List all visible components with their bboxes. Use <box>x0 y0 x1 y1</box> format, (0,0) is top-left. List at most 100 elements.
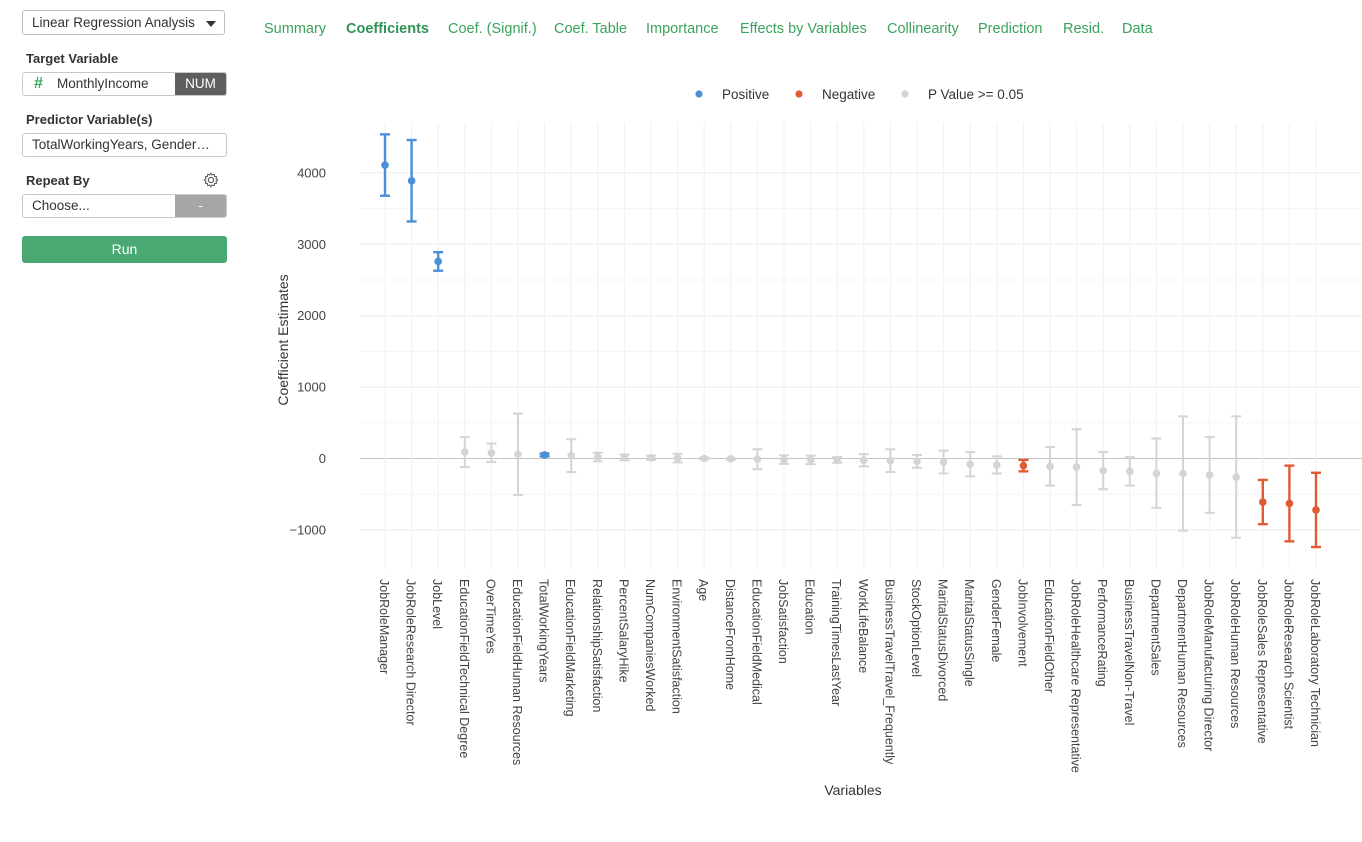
coefficient-mark <box>1231 415 1242 539</box>
coefficient-mark <box>858 453 869 468</box>
run-button[interactable]: Run <box>22 236 227 263</box>
predictor-variables-value: TotalWorkingYears, Gender… <box>32 137 210 152</box>
tab-importance[interactable]: Importance <box>646 21 719 37</box>
tab-coefficients[interactable]: Coefficients <box>346 21 429 37</box>
x-tick-label: GenderFemale <box>989 579 1003 662</box>
repeat-by-placeholder: Choose... <box>32 198 90 213</box>
estimate-point <box>1099 466 1107 475</box>
x-tick-label: BusinessTravelNon-Travel <box>1122 579 1136 725</box>
coefficient-mark <box>912 453 922 469</box>
chart-marks <box>380 133 1321 549</box>
estimate-point <box>966 460 974 469</box>
analysis-type-select[interactable]: Linear Regression Analysis <box>22 10 225 35</box>
coefficient-mark <box>832 456 843 464</box>
predictor-variables-field[interactable]: TotalWorkingYears, Gender… <box>22 133 227 157</box>
estimate-point <box>381 161 389 169</box>
type-badge: NUM <box>175 73 226 95</box>
repeat-by-label: Repeat By <box>26 173 90 188</box>
coefficient-mark <box>459 436 470 469</box>
estimate-point <box>1232 473 1240 481</box>
coefficient-mark <box>725 455 736 463</box>
x-tick-label: DepartmentHuman Resources <box>1175 579 1189 748</box>
x-tick-label: JobRoleLaboratory Technician <box>1308 579 1322 747</box>
x-tick-label: JobRoleManufacturing Director <box>1202 579 1216 751</box>
coefficient-mark <box>805 454 816 466</box>
repeat-by-field[interactable]: Choose... - <box>22 194 227 218</box>
target-variable-label: Target Variable <box>26 51 119 66</box>
coefficient-mark <box>699 454 710 463</box>
coefficient-mark <box>1257 478 1268 526</box>
coefficient-mark <box>1098 451 1109 491</box>
target-variable-value: MonthlyIncome <box>57 76 149 91</box>
tab-coef-signif[interactable]: Coef. (Signif.) <box>448 21 537 37</box>
x-tick-label: EducationFieldOther <box>1042 579 1056 693</box>
coefficient-mark <box>672 452 683 464</box>
x-tick-label: JobRoleManager <box>377 579 391 674</box>
estimate-point <box>700 454 708 463</box>
estimate-point <box>1312 506 1320 514</box>
x-tick-label: EducationFieldHuman Resources <box>510 579 524 765</box>
tab-effects-by-variables[interactable]: Effects by Variables <box>740 21 867 37</box>
analysis-type-value: Linear Regression Analysis <box>32 15 195 30</box>
estimate-point <box>461 448 469 456</box>
x-tick-label: StockOptionLevel <box>909 579 923 677</box>
chevron-down-icon <box>206 21 216 27</box>
coefficient-mark <box>1284 464 1295 543</box>
x-tick-label: PercentSalaryHike <box>616 579 630 683</box>
x-tick-label: MaritalStatusSingle <box>962 579 976 687</box>
estimate-point <box>594 453 602 461</box>
coefficient-mark <box>1071 428 1082 506</box>
coefficient-mark <box>965 451 976 478</box>
legend-item: P Value >= 0.05 <box>901 87 1024 102</box>
estimate-point <box>567 451 575 460</box>
tab-collinearity[interactable]: Collinearity <box>887 21 959 37</box>
tab-summary[interactable]: Summary <box>264 21 327 37</box>
x-tick-label: TrainingTimesLastYear <box>829 579 843 706</box>
coefficient-mark <box>991 455 1002 475</box>
estimate-point <box>993 461 1001 469</box>
repeat-by-badge: - <box>175 195 226 217</box>
x-tick-label: MaritalStatusDivorced <box>936 579 950 701</box>
x-tick-label: JobRoleSales Representative <box>1255 579 1269 744</box>
x-tick-label: BusinessTravelTravel_Frequently <box>882 579 896 765</box>
tab-prediction[interactable]: Prediction <box>978 21 1043 37</box>
x-tick-label: EducationFieldMarketing <box>563 579 577 717</box>
tab-coef-table[interactable]: Coef. Table <box>554 21 628 37</box>
gear-icon[interactable] <box>203 172 219 188</box>
x-tick-label: EnvironmentSatisfaction <box>670 579 684 714</box>
estimate-point <box>487 448 496 457</box>
coefficient-mark <box>406 138 417 223</box>
x-tick-label: TotalWorkingYears <box>537 579 551 683</box>
coefficient-mark <box>752 448 763 471</box>
coefficient-mark <box>619 453 630 462</box>
coefficient-mark <box>1151 437 1162 509</box>
legend-label: Negative <box>822 87 875 102</box>
sidebar: Linear Regression Analysis Target Variab… <box>0 0 248 842</box>
y-axis: −1000 0 1000 2000 3000 4000 <box>289 165 326 537</box>
y-tick-label: 1000 <box>297 380 326 395</box>
estimate-point <box>1046 462 1054 471</box>
y-tick-label: 4000 <box>297 165 326 180</box>
x-tick-label: DepartmentSales <box>1148 579 1162 676</box>
coefficient-mark <box>938 449 949 475</box>
y-tick-label: −1000 <box>289 522 326 537</box>
x-tick-label: JobInvolvement <box>1015 579 1029 667</box>
target-variable-field[interactable]: # MonthlyIncome NUM <box>22 72 227 96</box>
tab-data[interactable]: Data <box>1122 21 1153 37</box>
legend-swatch <box>901 90 909 98</box>
estimate-point <box>1205 471 1214 479</box>
coefficient-mark <box>592 451 603 463</box>
x-axis-label: Variables <box>824 782 881 798</box>
coefficient-mark <box>1018 458 1029 473</box>
x-tick-label: JobLevel <box>430 579 444 629</box>
estimate-point <box>753 455 762 464</box>
y-axis-label: Coefficient Estimates <box>275 274 291 405</box>
chart-gridlines <box>360 122 1362 570</box>
tab-resid[interactable]: Resid. <box>1063 21 1105 37</box>
estimate-point <box>1072 463 1081 471</box>
coefficient-mark <box>1124 456 1135 487</box>
x-tick-label: JobSatisfaction <box>776 579 790 664</box>
x-tick-label: JobRoleHuman Resources <box>1228 579 1242 728</box>
coefficient-mark <box>433 250 444 272</box>
coefficient-mark <box>1311 471 1321 549</box>
